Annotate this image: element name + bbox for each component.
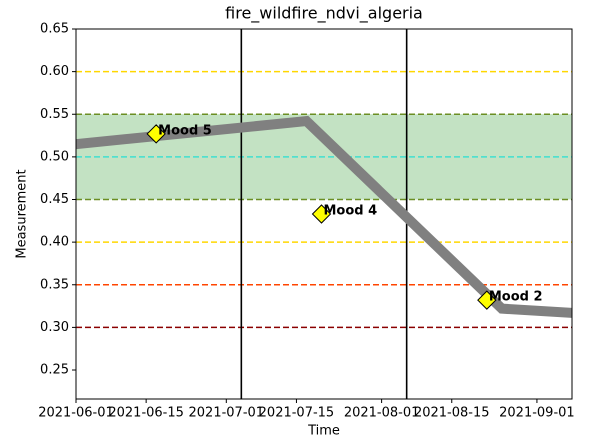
y-tick-label: 0.40: [40, 235, 69, 250]
y-tick-label: 0.60: [40, 64, 69, 79]
annotation-label: Mood 5: [158, 123, 212, 138]
y-axis-label: Measurement: [15, 169, 30, 258]
line: [76, 115, 572, 318]
x-tick-label: 2021-08-01: [344, 406, 420, 421]
y-tick-label: 0.50: [40, 149, 69, 164]
x-tick-label: 2021-09-01: [499, 406, 575, 421]
y-tick-label: 0.55: [40, 107, 69, 122]
annotation-label: Mood 4: [323, 204, 377, 219]
chart-title: fire_wildfire_ndvi_algeria: [225, 4, 423, 24]
x-tick-label: 2021-06-01: [38, 406, 114, 421]
x-tick-label: 2021-07-01: [189, 406, 265, 421]
x-tick-label: 2021-07-15: [259, 406, 335, 421]
y-tick-label: 0.35: [40, 277, 69, 292]
y-tick-label: 0.45: [40, 192, 69, 207]
plot-frame: [75, 28, 573, 400]
marker: [311, 204, 332, 224]
marker: [477, 290, 497, 310]
x-tick-label: 2021-06-15: [108, 406, 184, 421]
y-tick-label: 0.30: [40, 320, 69, 335]
y-tick-label: 0.25: [40, 363, 69, 378]
x-axis-label: Time: [307, 424, 340, 435]
x-tick-label: 2021-08-15: [414, 406, 490, 421]
annotation-label: Mood 2: [489, 290, 543, 305]
marker: [146, 124, 166, 144]
y-tick-label: 0.65: [40, 22, 69, 37]
